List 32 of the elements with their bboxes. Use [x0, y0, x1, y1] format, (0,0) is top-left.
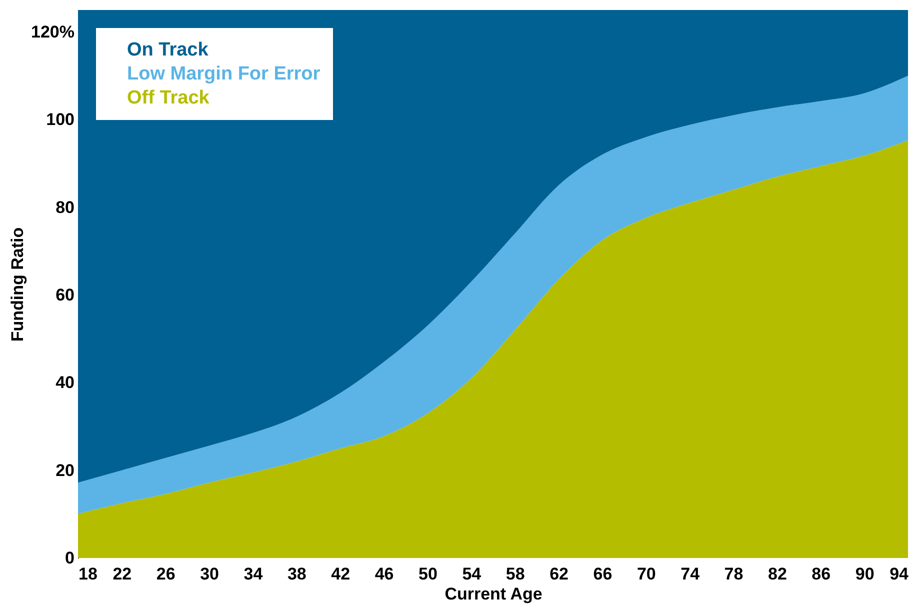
y-tick-label: 60 [56, 285, 74, 304]
x-tick-label: 86 [812, 564, 831, 584]
x-tick-label: 70 [636, 564, 656, 584]
x-axis-title: Current Age [444, 584, 542, 604]
x-tick-label: 34 [244, 564, 264, 584]
x-tick-label: 74 [680, 564, 700, 584]
x-tick-label: 58 [506, 564, 525, 584]
y-tick-label: 40 [56, 373, 74, 392]
x-tick-label: 18 [78, 564, 98, 584]
y-tick-label: 20 [56, 460, 74, 480]
y-tick-label: 0 [65, 548, 74, 568]
text: Off Track [127, 88, 210, 108]
x-tick-label: 62 [550, 564, 568, 584]
x-tick-label: 42 [331, 564, 350, 584]
x-tick-label: 78 [724, 564, 744, 584]
x-tick-label: 26 [156, 564, 176, 584]
x-tick-label: 38 [287, 564, 306, 584]
text: Low Margin For Error [127, 64, 321, 84]
x-tick-label: 82 [768, 564, 787, 584]
y-axis-title: Funding Ratio [8, 227, 28, 342]
x-tick-label: 54 [462, 564, 482, 584]
y-tick-label: 120% [31, 22, 74, 42]
x-tick-label: 22 [112, 564, 132, 584]
x-tick-label: 90 [855, 564, 874, 584]
x-tick-label: 46 [374, 564, 394, 584]
x-tick-label: 94 [890, 564, 910, 584]
series-label: On Track [127, 40, 209, 60]
y-tick-label: 100 [46, 110, 74, 130]
x-tick-label: 30 [200, 564, 220, 584]
x-tick-label: 50 [418, 564, 438, 584]
y-tick-label: 80 [56, 198, 74, 217]
x-tick-label: 66 [593, 564, 612, 584]
